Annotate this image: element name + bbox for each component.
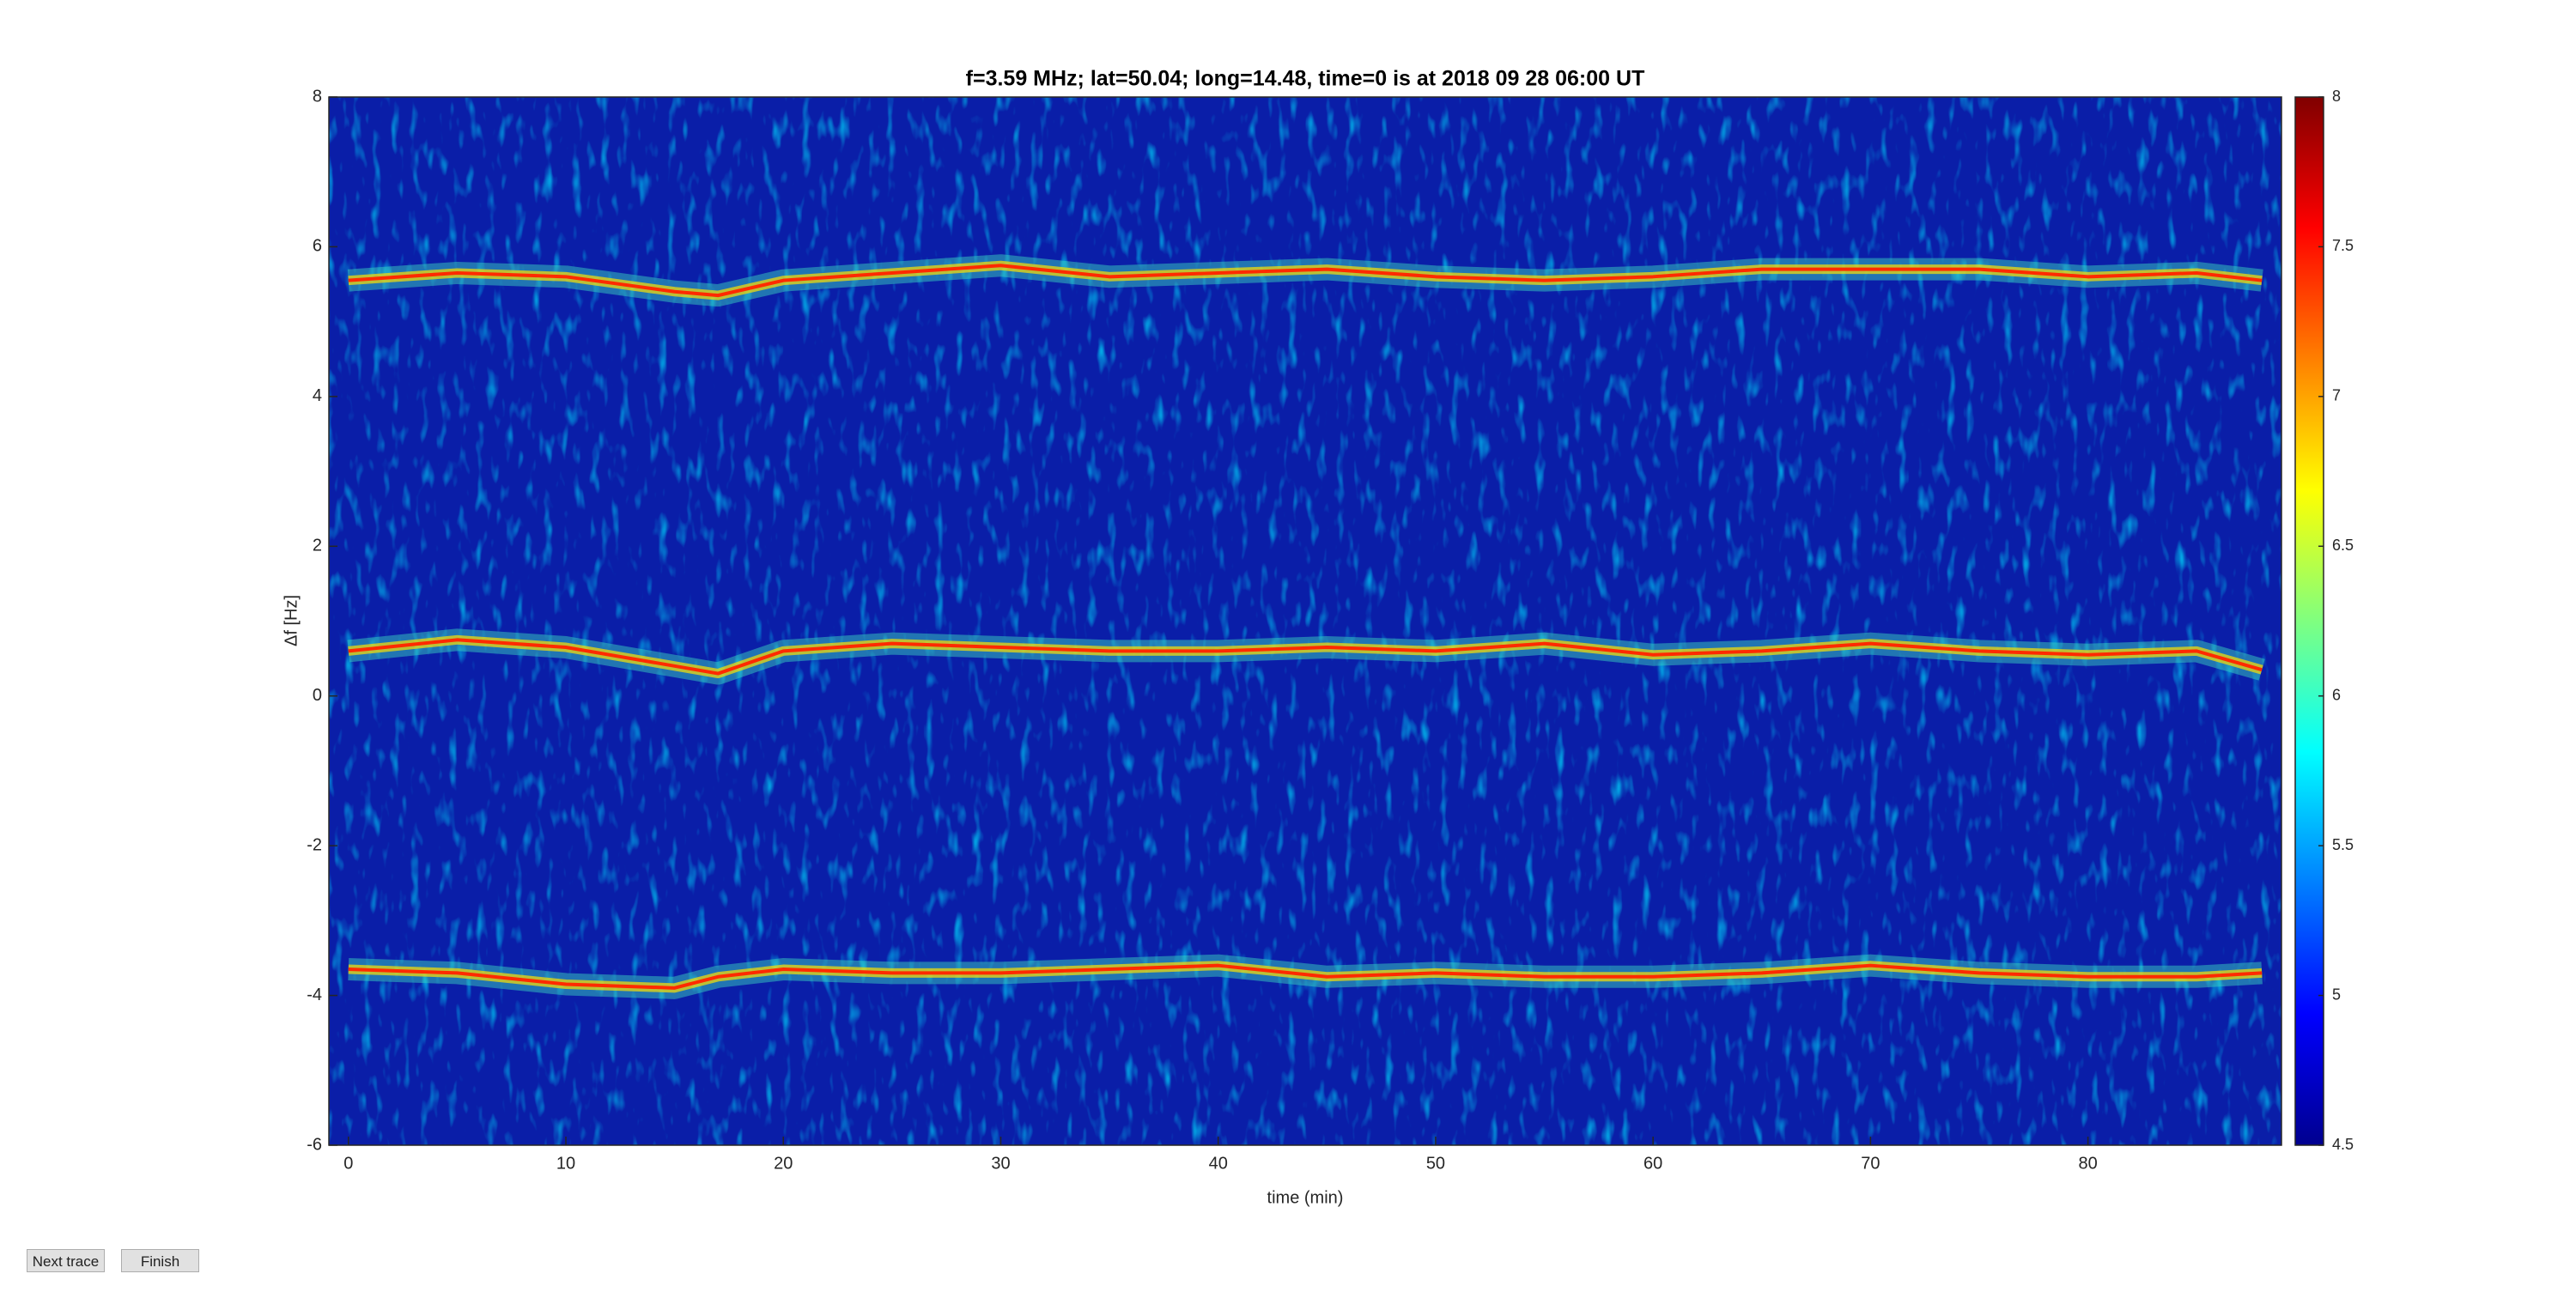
y-tick-label: -6 bbox=[307, 1135, 322, 1154]
colorbar-tick-label: 6.5 bbox=[2332, 537, 2354, 554]
chart-title: f=3.59 MHz; lat=50.04; long=14.48, time=… bbox=[966, 67, 1645, 91]
x-tick-label: 50 bbox=[1426, 1154, 1445, 1173]
y-axis-label: Δf [Hz] bbox=[282, 595, 301, 646]
y-tick-label: -2 bbox=[307, 835, 322, 854]
x-tick-label: 0 bbox=[343, 1154, 353, 1173]
colorbar-tick-label: 4.5 bbox=[2332, 1136, 2354, 1153]
y-tick-label: 6 bbox=[313, 237, 322, 256]
colorbar-tick-label: 6 bbox=[2332, 686, 2341, 703]
trace bbox=[348, 963, 2263, 990]
colorbar-tick-label: 5 bbox=[2332, 986, 2341, 1003]
colorbar-tick-label: 5.5 bbox=[2332, 836, 2354, 853]
finish-button[interactable]: Finish bbox=[121, 1249, 199, 1272]
x-tick-label: 60 bbox=[1643, 1154, 1662, 1173]
y-tick-label: 4 bbox=[313, 386, 322, 405]
x-tick-label: 80 bbox=[2079, 1154, 2098, 1173]
colorbar-tick-label: 7.5 bbox=[2332, 237, 2354, 254]
x-tick-label: 30 bbox=[991, 1154, 1010, 1173]
trace bbox=[348, 264, 2263, 298]
x-tick-label: 40 bbox=[1209, 1154, 1228, 1173]
y-tick-label: -4 bbox=[307, 986, 322, 1004]
y-tick-label: 2 bbox=[313, 537, 322, 555]
figure: f=3.59 MHz; lat=50.04; long=14.48, time=… bbox=[282, 67, 2354, 1208]
colorbar-tick-label: 8 bbox=[2332, 88, 2341, 105]
colorbar-tick-label: 7 bbox=[2332, 387, 2341, 404]
next-trace-button[interactable]: Next trace bbox=[27, 1249, 105, 1272]
colorbar bbox=[2294, 96, 2324, 1146]
x-tick-label: 70 bbox=[1861, 1154, 1880, 1173]
y-tick-label: 8 bbox=[313, 87, 322, 106]
plot-frame bbox=[328, 96, 2282, 1146]
x-tick-label: 10 bbox=[556, 1154, 575, 1173]
x-tick-label: 20 bbox=[774, 1154, 793, 1173]
y-tick-label: 0 bbox=[313, 686, 322, 705]
x-axis-label: time (min) bbox=[1267, 1188, 1344, 1207]
trace bbox=[348, 638, 2263, 676]
